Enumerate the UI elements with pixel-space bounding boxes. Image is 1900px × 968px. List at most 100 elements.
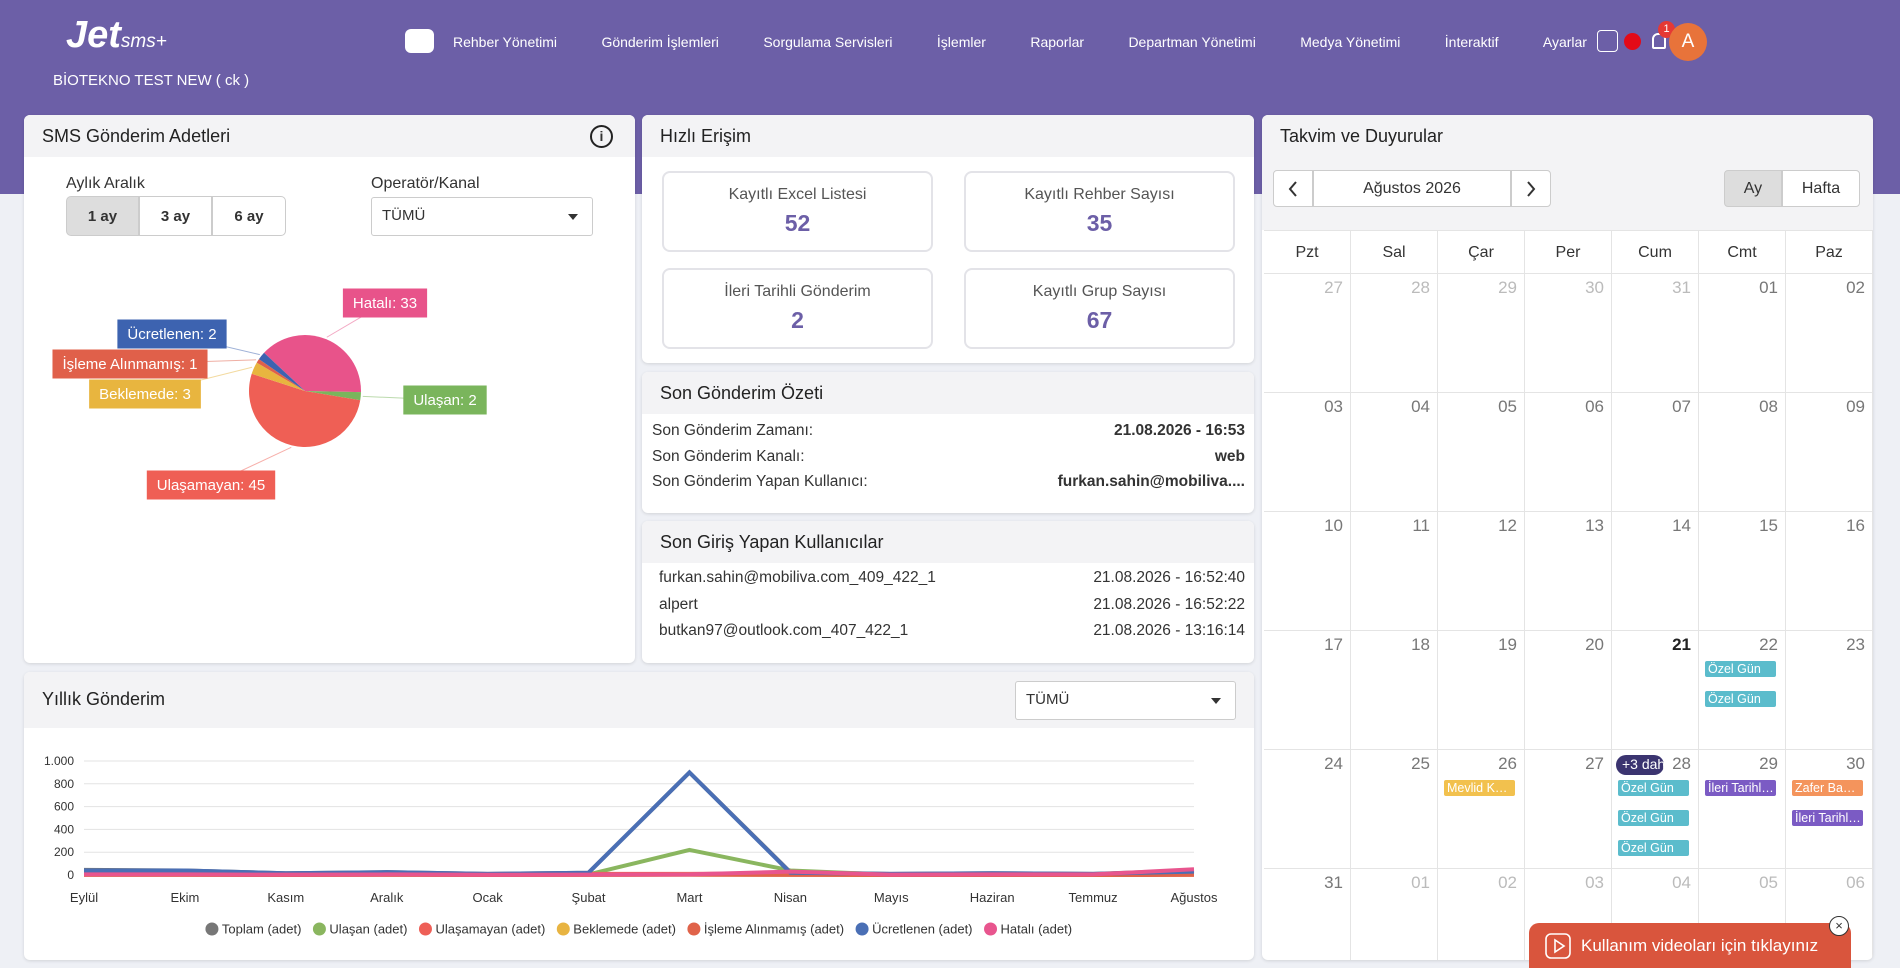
calendar-event[interactable]: Zafer Ba…: [1792, 780, 1863, 796]
stat-card[interactable]: Kayıtlı Rehber Sayısı 35: [964, 171, 1235, 252]
day-cell[interactable]: 31: [1264, 869, 1351, 960]
summary-label: Son Gönderim Zamanı:: [652, 422, 814, 439]
legend-item[interactable]: Toplam (adet): [205, 922, 301, 937]
day-cell[interactable]: 22 Özel Gün Özel Gün: [1699, 631, 1786, 750]
next-button[interactable]: [1511, 170, 1551, 207]
day-number: 16: [1846, 516, 1865, 535]
calendar-event[interactable]: Özel Gün: [1618, 840, 1689, 856]
nav-item[interactable]: Gönderim İşlemleri: [596, 34, 718, 50]
video-button[interactable]: Kullanım videoları için tıklayınız: [1529, 923, 1851, 968]
legend-item[interactable]: Ulaşan (adet): [312, 922, 408, 937]
day-cell[interactable]: 24: [1264, 750, 1351, 869]
calendar-event[interactable]: Özel Gün: [1618, 780, 1689, 796]
legend-label: İşleme Alınmamış (adet): [704, 922, 844, 937]
panel-header: Hızlı Erişim: [642, 115, 1254, 157]
day-cell[interactable]: 02: [1786, 274, 1873, 393]
avatar[interactable]: A: [1669, 23, 1707, 61]
nav-item[interactable]: İşlemler: [932, 34, 986, 50]
field-label: Aylık Aralık: [66, 175, 145, 192]
day-cell[interactable]: 05: [1699, 869, 1786, 960]
day-cell[interactable]: 04: [1351, 393, 1438, 512]
day-cell[interactable]: 27: [1264, 274, 1351, 393]
nav-item[interactable]: Sorgulama Servisleri: [758, 34, 892, 50]
day-cell[interactable]: 01: [1351, 869, 1438, 960]
legend-item[interactable]: İşleme Alınmamış (adet): [687, 922, 844, 937]
day-cell[interactable]: 03: [1525, 869, 1612, 960]
video-icon[interactable]: [1597, 30, 1618, 52]
day-cell[interactable]: 02: [1438, 869, 1525, 960]
logo[interactable]: Jetsms+: [66, 14, 167, 57]
day-cell[interactable]: 05: [1438, 393, 1525, 512]
calendar-event[interactable]: Özel Gün: [1618, 810, 1689, 826]
stat-card[interactable]: Kayıtlı Excel Listesi 52: [662, 171, 933, 252]
calendar-event[interactable]: Mevlid K…: [1444, 780, 1515, 796]
range-button[interactable]: 3 ay: [139, 196, 212, 236]
close-button[interactable]: ×: [1829, 916, 1849, 936]
x-tick-label: Mart: [676, 890, 702, 905]
day-cell[interactable]: 21: [1612, 631, 1699, 750]
yearly-select[interactable]: TÜMÜ: [1015, 681, 1236, 720]
day-cell[interactable]: 10: [1264, 512, 1351, 631]
label-box: [146, 470, 276, 500]
legend-item[interactable]: Beklemede (adet): [556, 922, 676, 937]
day-cell[interactable]: 09: [1786, 393, 1873, 512]
weekday-header: Per: [1525, 230, 1612, 274]
day-cell[interactable]: 06: [1525, 393, 1612, 512]
stat-card[interactable]: Kayıtlı Grup Sayısı 67: [964, 268, 1235, 349]
range-button[interactable]: 6 ay: [212, 196, 286, 236]
day-cell[interactable]: 25: [1351, 750, 1438, 869]
legend-item[interactable]: Ulaşamayan (adet): [418, 922, 545, 937]
day-cell[interactable]: 07: [1612, 393, 1699, 512]
day-cell[interactable]: 30 Zafer Ba… İleri Tarihl…: [1786, 750, 1873, 869]
range-button[interactable]: 1 ay: [66, 196, 139, 236]
nav-item[interactable]: İnteraktif: [1440, 34, 1499, 50]
day-cell[interactable]: 01: [1699, 274, 1786, 393]
day-cell[interactable]: 11: [1351, 512, 1438, 631]
nav-item[interactable]: Raporlar: [1025, 34, 1084, 50]
calendar-event[interactable]: Özel Gün: [1705, 691, 1776, 707]
day-cell[interactable]: 08: [1699, 393, 1786, 512]
day-cell[interactable]: 19: [1438, 631, 1525, 750]
day-cell[interactable]: 23: [1786, 631, 1873, 750]
home-button[interactable]: [405, 29, 434, 53]
stat-card[interactable]: İleri Tarihli Gönderim 2: [662, 268, 933, 349]
day-cell[interactable]: 12: [1438, 512, 1525, 631]
nav-item[interactable]: Rehber Yönetimi: [448, 34, 557, 50]
day-cell[interactable]: 31: [1612, 274, 1699, 393]
day-cell[interactable]: 27: [1525, 750, 1612, 869]
view-button[interactable]: Ay: [1724, 170, 1782, 207]
day-cell[interactable]: 04: [1612, 869, 1699, 960]
calendar-event[interactable]: İleri Tarihl…: [1705, 780, 1776, 796]
legend-item[interactable]: Ücretlenen (adet): [855, 922, 973, 937]
day-cell[interactable]: 29: [1438, 274, 1525, 393]
day-cell[interactable]: 14: [1612, 512, 1699, 631]
day-cell[interactable]: 26 Mevlid K…: [1438, 750, 1525, 869]
day-cell[interactable]: 20: [1525, 631, 1612, 750]
day-cell[interactable]: 15: [1699, 512, 1786, 631]
day-cell[interactable]: 13: [1525, 512, 1612, 631]
more-badge[interactable]: +3 daha: [1616, 755, 1664, 775]
day-cell[interactable]: 28: [1351, 274, 1438, 393]
nav-item[interactable]: Medya Yönetimi: [1295, 34, 1400, 50]
day-cell[interactable]: 29 İleri Tarihl…: [1699, 750, 1786, 869]
day-cell[interactable]: 28 +3 daha Özel Gün Özel Gün Özel Gün: [1612, 750, 1699, 869]
nav-item[interactable]: Departman Yönetimi: [1123, 34, 1255, 50]
day-cell[interactable]: 03: [1264, 393, 1351, 512]
day-cell[interactable]: 30: [1525, 274, 1612, 393]
info-icon[interactable]: i: [590, 125, 613, 148]
nav-item[interactable]: Ayarlar: [1538, 34, 1587, 50]
day-cell[interactable]: 06: [1786, 869, 1873, 960]
day-cell[interactable]: 16: [1786, 512, 1873, 631]
prev-button[interactable]: [1273, 170, 1313, 207]
language-flag[interactable]: [1624, 33, 1641, 50]
day-cell[interactable]: 17: [1264, 631, 1351, 750]
view-button[interactable]: Hafta: [1782, 170, 1860, 207]
data-label: Hatalı: 33: [353, 295, 417, 312]
calendar-event[interactable]: Özel Gün: [1705, 661, 1776, 677]
legend-item[interactable]: Hatalı (adet): [984, 922, 1072, 937]
calendar-event[interactable]: İleri Tarihl…: [1792, 810, 1863, 826]
operator-select[interactable]: TÜMÜ: [371, 197, 593, 236]
x-tick-label: Haziran: [970, 890, 1015, 905]
day-cell[interactable]: 18: [1351, 631, 1438, 750]
